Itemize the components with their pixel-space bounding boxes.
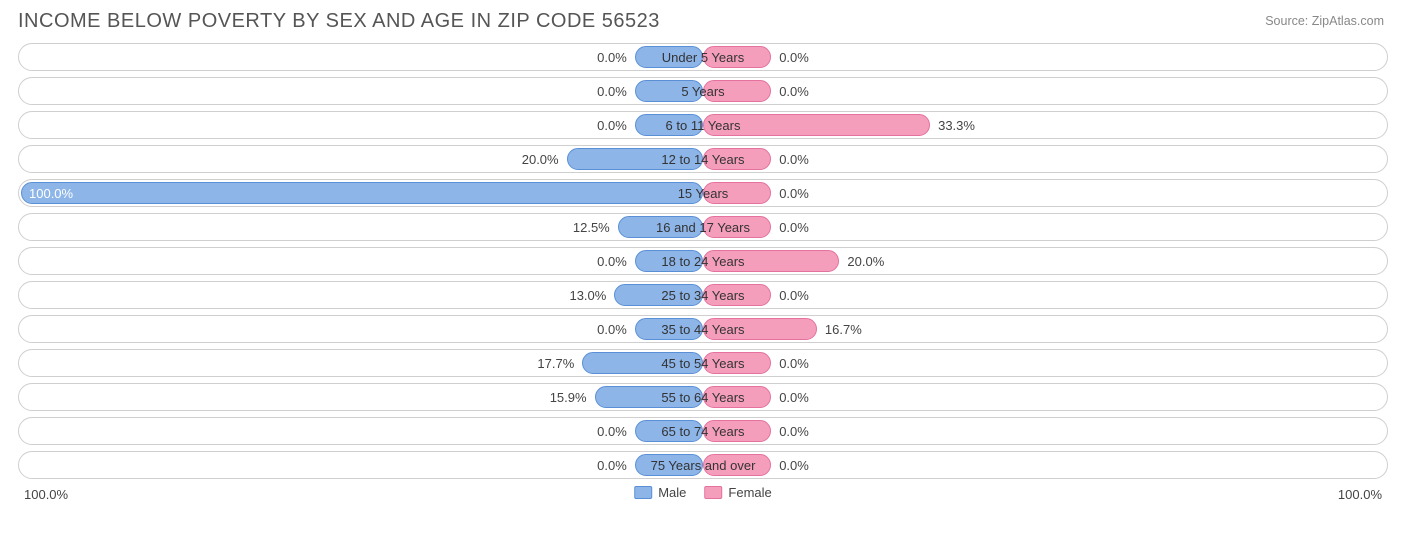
category-label: Under 5 Years [662, 46, 744, 68]
category-label: 45 to 54 Years [661, 352, 744, 374]
male-pct-label: 17.7% [537, 352, 574, 374]
male-pct-label: 0.0% [597, 114, 627, 136]
category-label: 5 Years [681, 80, 724, 102]
male-swatch-icon [634, 486, 652, 499]
data-row: 15.9% 0.0% 55 to 64 Years [18, 383, 1388, 411]
female-pct-label: 0.0% [779, 148, 809, 170]
female-pct-label: 0.0% [779, 420, 809, 442]
chart-area: 0.0%0.0%Under 5 Years0.0%0.0%5 Years0.0%… [18, 43, 1388, 479]
legend: Male Female [634, 485, 772, 500]
female-pct-label: 0.0% [779, 80, 809, 102]
data-row: 20.0% 0.0% 12 to 14 Years [18, 145, 1388, 173]
male-pct-label: 12.5% [573, 216, 610, 238]
female-pct-label: 0.0% [779, 454, 809, 476]
chart-container: INCOME BELOW POVERTY BY SEX AND AGE IN Z… [0, 0, 1406, 559]
chart-title: INCOME BELOW POVERTY BY SEX AND AGE IN Z… [18, 10, 1388, 33]
category-label: 75 Years and over [651, 454, 756, 476]
legend-male-label: Male [658, 485, 686, 500]
data-row: 0.0% 20.0% 18 to 24 Years [18, 247, 1388, 275]
data-row: 0.0% 0.0% Under 5 Years [18, 43, 1388, 71]
legend-female-label: Female [728, 485, 771, 500]
data-row: 13.0% 0.0% 25 to 34 Years [18, 281, 1388, 309]
category-label: 16 and 17 Years [656, 216, 750, 238]
female-pct-label: 33.3% [938, 114, 975, 136]
axis-left-label: 100.0% [24, 487, 68, 502]
male-bar [21, 182, 703, 204]
source-attribution: Source: ZipAtlas.com [1265, 14, 1384, 28]
female-pct-label: 16.7% [825, 318, 862, 340]
category-label: 6 to 11 Years [666, 114, 741, 136]
male-pct-label: 0.0% [597, 250, 627, 272]
category-label: 25 to 34 Years [661, 284, 744, 306]
data-row: 0.0% 0.0% 75 Years and over [18, 451, 1388, 479]
category-label: 12 to 14 Years [661, 148, 744, 170]
female-pct-label: 0.0% [779, 386, 809, 408]
male-pct-label: 100.0% [29, 182, 73, 204]
axis-right-label: 100.0% [1338, 487, 1382, 502]
male-pct-label: 13.0% [569, 284, 606, 306]
category-label: 15 Years [678, 182, 729, 204]
female-pct-label: 0.0% [779, 46, 809, 68]
male-pct-label: 0.0% [597, 318, 627, 340]
category-label: 55 to 64 Years [661, 386, 744, 408]
female-swatch-icon [704, 486, 722, 499]
male-pct-label: 15.9% [550, 386, 587, 408]
male-pct-label: 0.0% [597, 420, 627, 442]
data-row: 17.7% 0.0% 45 to 54 Years [18, 349, 1388, 377]
data-row: 100.0% 0.0% 15 Years [18, 179, 1388, 207]
category-label: 18 to 24 Years [661, 250, 744, 272]
category-label: 65 to 74 Years [661, 420, 744, 442]
female-pct-label: 0.0% [779, 352, 809, 374]
axis-legend-row: 100.0% Male Female 100.0% [18, 485, 1388, 507]
male-pct-label: 0.0% [597, 80, 627, 102]
legend-item-male: Male [634, 485, 686, 500]
female-pct-label: 0.0% [779, 284, 809, 306]
female-pct-label: 0.0% [779, 182, 809, 204]
male-pct-label: 0.0% [597, 454, 627, 476]
category-label: 35 to 44 Years [661, 318, 744, 340]
male-pct-label: 20.0% [522, 148, 559, 170]
female-pct-label: 20.0% [847, 250, 884, 272]
legend-item-female: Female [704, 485, 771, 500]
data-row: 0.0% 0.0% 65 to 74 Years [18, 417, 1388, 445]
female-pct-label: 0.0% [779, 216, 809, 238]
data-row: 12.5% 0.0% 16 and 17 Years [18, 213, 1388, 241]
male-pct-label: 0.0% [597, 46, 627, 68]
data-row: 0.0% 33.3% 6 to 11 Years [18, 111, 1388, 139]
data-row: 0.0% 0.0% 5 Years [18, 77, 1388, 105]
data-row: 0.0% 16.7% 35 to 44 Years [18, 315, 1388, 343]
